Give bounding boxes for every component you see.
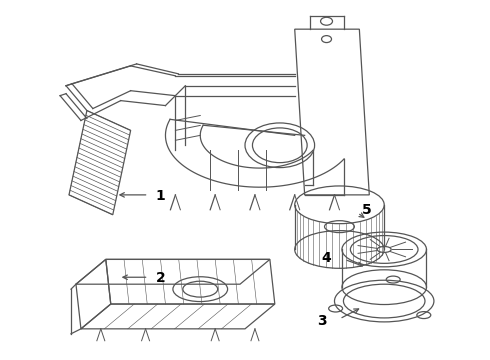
Text: 3: 3 xyxy=(317,314,326,328)
Text: 5: 5 xyxy=(362,203,372,217)
Text: 1: 1 xyxy=(155,189,165,203)
Text: 2: 2 xyxy=(155,271,165,285)
Text: 4: 4 xyxy=(322,251,332,265)
